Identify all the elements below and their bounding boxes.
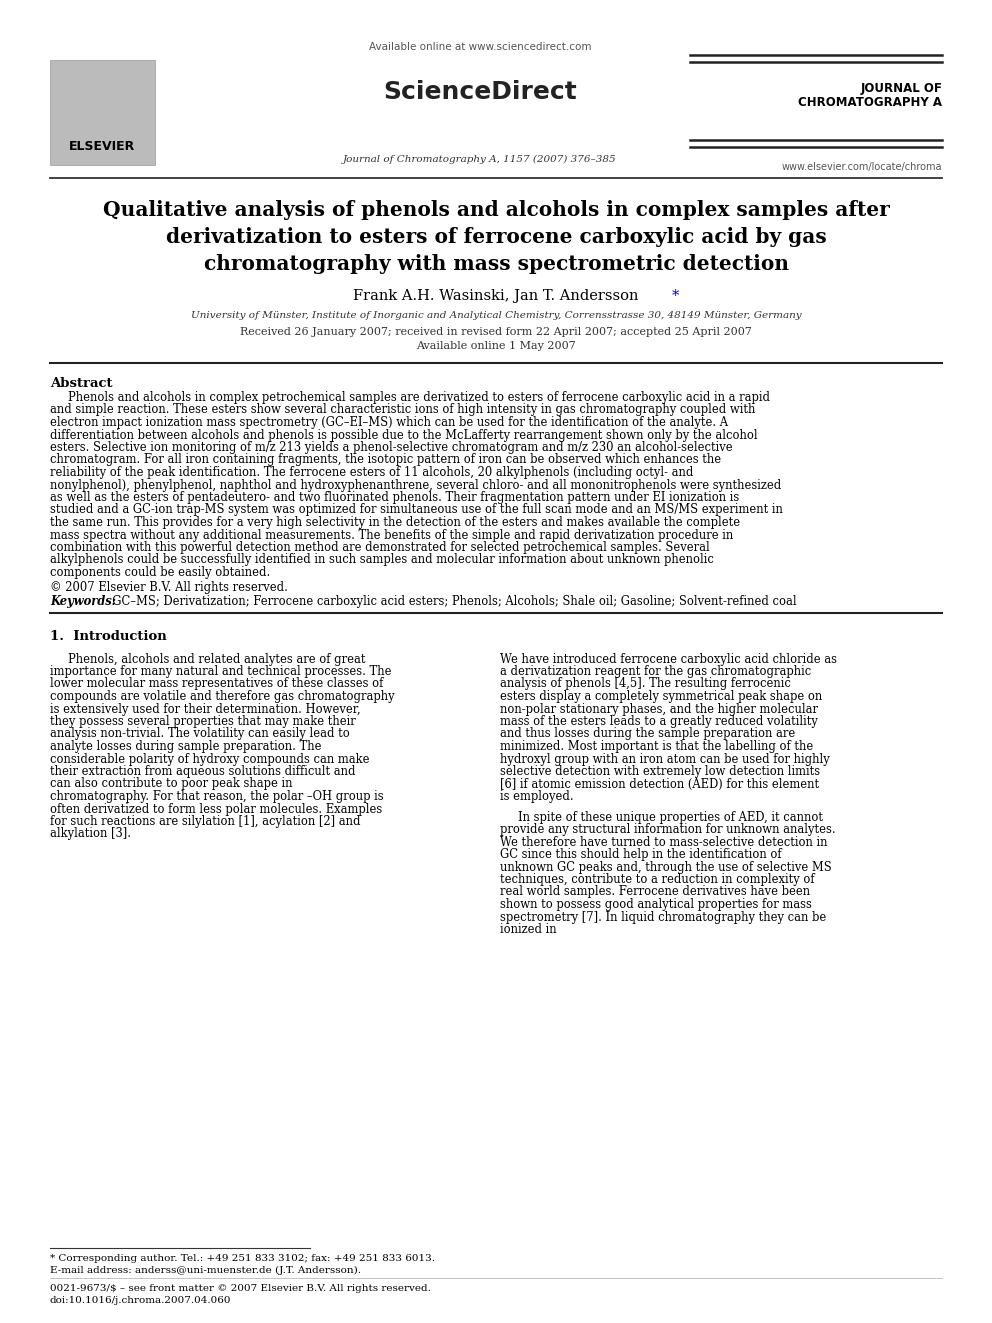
Text: Phenols and alcohols in complex petrochemical samples are derivatized to esters : Phenols and alcohols in complex petroche…	[68, 392, 770, 404]
Text: studied and a GC-ion trap-MS system was optimized for simultaneous use of the fu: studied and a GC-ion trap-MS system was …	[50, 504, 783, 516]
Text: hydroxyl group with an iron atom can be used for highly: hydroxyl group with an iron atom can be …	[500, 753, 829, 766]
Text: Abstract: Abstract	[50, 377, 112, 390]
Text: combination with this powerful detection method are demonstrated for selected pe: combination with this powerful detection…	[50, 541, 709, 554]
Text: selective detection with extremely low detection limits: selective detection with extremely low d…	[500, 765, 820, 778]
Text: www.elsevier.com/locate/chroma: www.elsevier.com/locate/chroma	[782, 161, 942, 172]
Text: Journal of Chromatography A, 1157 (2007) 376–385: Journal of Chromatography A, 1157 (2007)…	[343, 155, 617, 164]
Text: is employed.: is employed.	[500, 790, 573, 803]
Text: for such reactions are silylation [1], acylation [2] and: for such reactions are silylation [1], a…	[50, 815, 360, 828]
Text: components could be easily obtained.: components could be easily obtained.	[50, 566, 270, 579]
Text: and simple reaction. These esters show several characteristic ions of high inten: and simple reaction. These esters show s…	[50, 404, 755, 417]
Text: ionized in: ionized in	[500, 923, 557, 935]
Text: Available online at www.sciencedirect.com: Available online at www.sciencedirect.co…	[369, 42, 591, 52]
Text: a derivatization reagent for the gas chromatographic: a derivatization reagent for the gas chr…	[500, 665, 811, 677]
Text: chromatography with mass spectrometric detection: chromatography with mass spectrometric d…	[203, 254, 789, 274]
Text: alkylation [3].: alkylation [3].	[50, 827, 131, 840]
Text: importance for many natural and technical processes. The: importance for many natural and technica…	[50, 665, 392, 677]
Text: We have introduced ferrocene carboxylic acid chloride as: We have introduced ferrocene carboxylic …	[500, 652, 837, 665]
Text: as well as the esters of pentadeutero- and two fluorinated phenols. Their fragme: as well as the esters of pentadeutero- a…	[50, 491, 739, 504]
Text: is extensively used for their determination. However,: is extensively used for their determinat…	[50, 703, 361, 716]
Text: We therefore have turned to mass-selective detection in: We therefore have turned to mass-selecti…	[500, 836, 827, 848]
Text: minimized. Most important is that the labelling of the: minimized. Most important is that the la…	[500, 740, 813, 753]
Text: derivatization to esters of ferrocene carboxylic acid by gas: derivatization to esters of ferrocene ca…	[166, 228, 826, 247]
Text: spectrometry [7]. In liquid chromatography they can be: spectrometry [7]. In liquid chromatograp…	[500, 910, 826, 923]
Text: doi:10.1016/j.chroma.2007.04.060: doi:10.1016/j.chroma.2007.04.060	[50, 1297, 231, 1304]
Text: analyte losses during sample preparation. The: analyte losses during sample preparation…	[50, 740, 321, 753]
Text: shown to possess good analytical properties for mass: shown to possess good analytical propert…	[500, 898, 811, 912]
Text: electron impact ionization mass spectrometry (GC–EI–MS) which can be used for th: electron impact ionization mass spectrom…	[50, 415, 728, 429]
Text: nonylphenol), phenylphenol, naphthol and hydroxyphenanthrene, several chloro- an: nonylphenol), phenylphenol, naphthol and…	[50, 479, 782, 492]
Text: Keywords:: Keywords:	[50, 594, 116, 607]
Text: reliability of the peak identification. The ferrocene esters of 11 alcohols, 20 : reliability of the peak identification. …	[50, 466, 693, 479]
Text: lower molecular mass representatives of these classes of: lower molecular mass representatives of …	[50, 677, 383, 691]
Text: © 2007 Elsevier B.V. All rights reserved.: © 2007 Elsevier B.V. All rights reserved…	[50, 581, 288, 594]
Text: often derivatized to form less polar molecules. Examples: often derivatized to form less polar mol…	[50, 803, 382, 815]
Text: Available online 1 May 2007: Available online 1 May 2007	[416, 341, 576, 351]
Text: ELSEVIER: ELSEVIER	[68, 140, 135, 153]
Text: considerable polarity of hydroxy compounds can make: considerable polarity of hydroxy compoun…	[50, 753, 369, 766]
Text: mass of the esters leads to a greatly reduced volatility: mass of the esters leads to a greatly re…	[500, 714, 817, 728]
Text: GC–MS; Derivatization; Ferrocene carboxylic acid esters; Phenols; Alcohols; Shal: GC–MS; Derivatization; Ferrocene carboxy…	[105, 594, 797, 607]
Text: JOURNAL OF: JOURNAL OF	[860, 82, 942, 95]
Text: Phenols, alcohols and related analytes are of great: Phenols, alcohols and related analytes a…	[68, 652, 365, 665]
Text: techniques, contribute to a reduction in complexity of: techniques, contribute to a reduction in…	[500, 873, 814, 886]
Text: analysis non-trivial. The volatility can easily lead to: analysis non-trivial. The volatility can…	[50, 728, 350, 741]
Text: non-polar stationary phases, and the higher molecular: non-polar stationary phases, and the hig…	[500, 703, 818, 716]
Text: analysis of phenols [4,5]. The resulting ferrocenic: analysis of phenols [4,5]. The resulting…	[500, 677, 791, 691]
Text: chromatography. For that reason, the polar –OH group is: chromatography. For that reason, the pol…	[50, 790, 384, 803]
Text: University of Münster, Institute of Inorganic and Analytical Chemistry, Correnss: University of Münster, Institute of Inor…	[190, 311, 802, 320]
Text: esters display a completely symmetrical peak shape on: esters display a completely symmetrical …	[500, 691, 822, 703]
Text: Frank A.H. Wasinski, Jan T. Andersson: Frank A.H. Wasinski, Jan T. Andersson	[353, 288, 639, 303]
Text: can also contribute to poor peak shape in: can also contribute to poor peak shape i…	[50, 778, 293, 791]
Text: * Corresponding author. Tel.: +49 251 833 3102; fax: +49 251 833 6013.: * Corresponding author. Tel.: +49 251 83…	[50, 1254, 435, 1263]
Text: GC since this should help in the identification of: GC since this should help in the identif…	[500, 848, 782, 861]
Text: [6] if atomic emission detection (AED) for this element: [6] if atomic emission detection (AED) f…	[500, 778, 819, 791]
Text: and thus losses during the sample preparation are: and thus losses during the sample prepar…	[500, 728, 796, 741]
Text: differentiation between alcohols and phenols is possible due to the McLafferty r: differentiation between alcohols and phe…	[50, 429, 758, 442]
Text: ScienceDirect: ScienceDirect	[383, 79, 577, 105]
Text: compounds are volatile and therefore gas chromatography: compounds are volatile and therefore gas…	[50, 691, 395, 703]
Text: esters. Selective ion monitoring of m/z 213 yields a phenol-selective chromatogr: esters. Selective ion monitoring of m/z …	[50, 441, 733, 454]
Text: the same run. This provides for a very high selectivity in the detection of the : the same run. This provides for a very h…	[50, 516, 740, 529]
Text: they possess several properties that may make their: they possess several properties that may…	[50, 714, 356, 728]
Text: their extraction from aqueous solutions difficult and: their extraction from aqueous solutions …	[50, 765, 355, 778]
Text: alkylphenols could be successfully identified in such samples and molecular info: alkylphenols could be successfully ident…	[50, 553, 714, 566]
Text: 1.  Introduction: 1. Introduction	[50, 631, 167, 643]
Text: Received 26 January 2007; received in revised form 22 April 2007; accepted 25 Ap: Received 26 January 2007; received in re…	[240, 327, 752, 337]
Text: E-mail address: anderss@uni-muenster.de (J.T. Andersson).: E-mail address: anderss@uni-muenster.de …	[50, 1266, 361, 1275]
Text: chromatogram. For all iron containing fragments, the isotopic pattern of iron ca: chromatogram. For all iron containing fr…	[50, 454, 721, 467]
Text: mass spectra without any additional measurements. The benefits of the simple and: mass spectra without any additional meas…	[50, 528, 733, 541]
Text: 0021-9673/$ – see front matter © 2007 Elsevier B.V. All rights reserved.: 0021-9673/$ – see front matter © 2007 El…	[50, 1285, 431, 1293]
Text: CHROMATOGRAPHY A: CHROMATOGRAPHY A	[798, 97, 942, 108]
Text: *: *	[672, 288, 680, 303]
Text: unknown GC peaks and, through the use of selective MS: unknown GC peaks and, through the use of…	[500, 860, 831, 873]
Text: Qualitative analysis of phenols and alcohols in complex samples after: Qualitative analysis of phenols and alco…	[102, 200, 890, 220]
Text: real world samples. Ferrocene derivatives have been: real world samples. Ferrocene derivative…	[500, 885, 810, 898]
Text: provide any structural information for unknown analytes.: provide any structural information for u…	[500, 823, 835, 836]
Text: In spite of these unique properties of AED, it cannot: In spite of these unique properties of A…	[518, 811, 823, 823]
Bar	[50, 60, 155, 165]
